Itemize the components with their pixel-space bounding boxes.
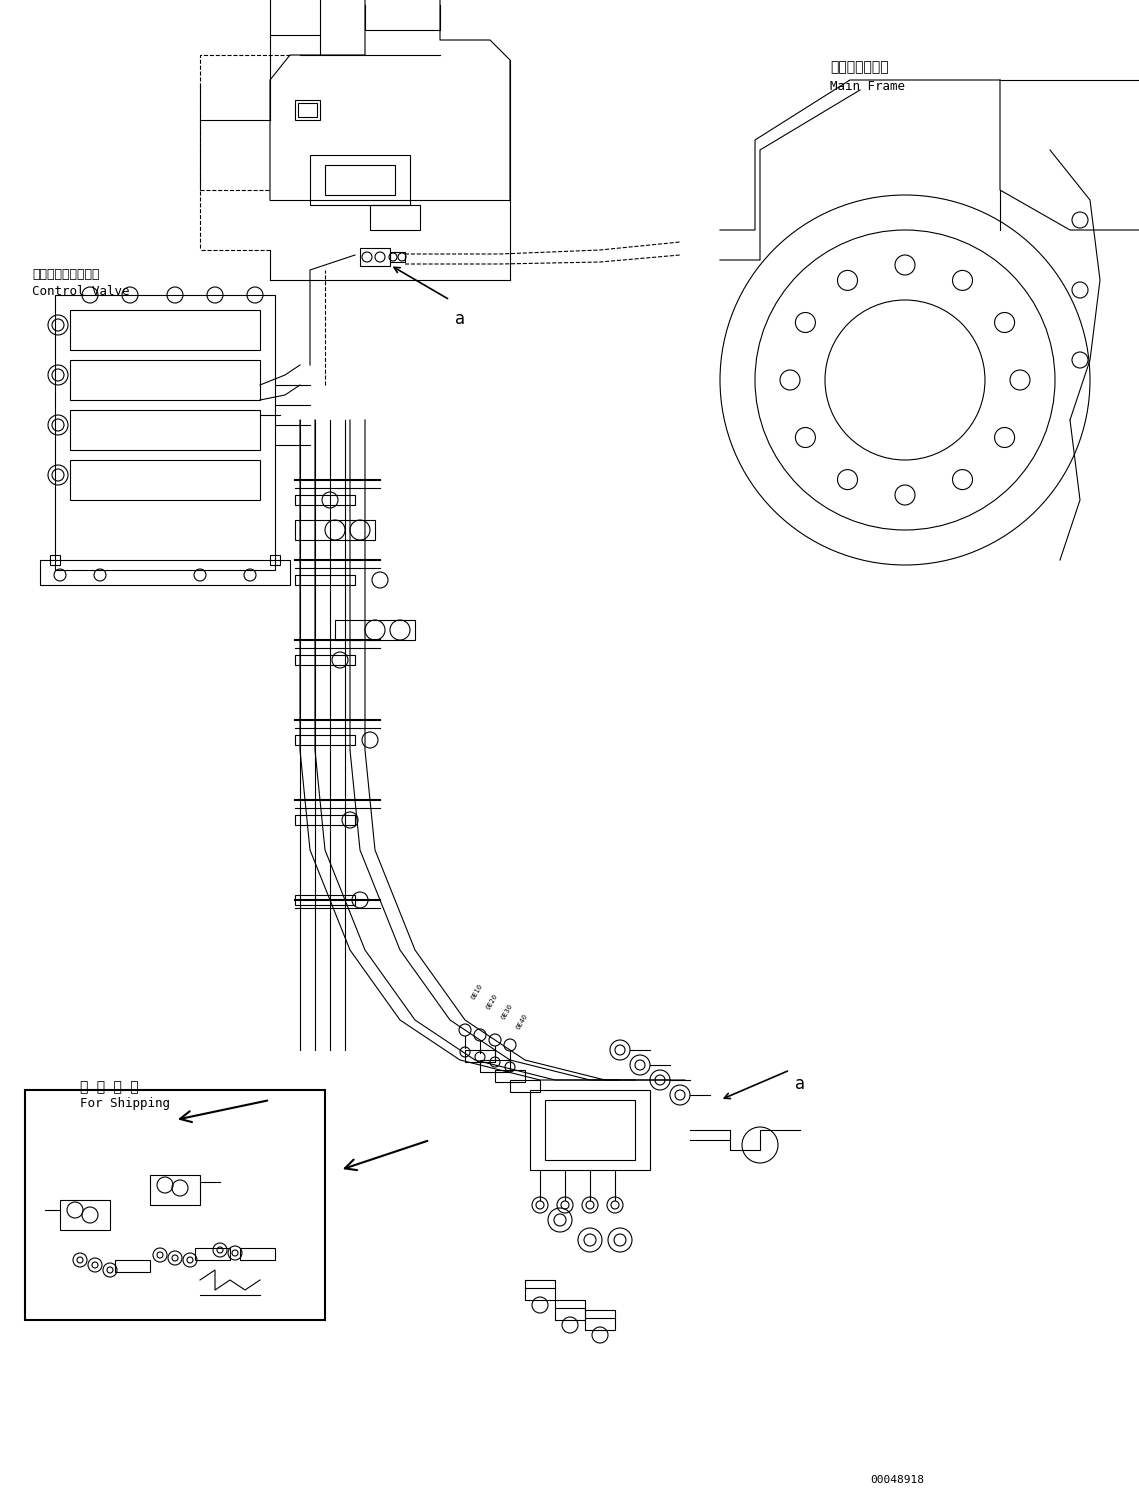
Bar	[370, 204, 420, 230]
Bar	[55, 295, 274, 570]
Text: 0E30: 0E30	[500, 1002, 514, 1020]
Bar	[495, 1071, 525, 1082]
Text: 0E10: 0E10	[470, 983, 484, 1000]
Text: メインフレーム: メインフレーム	[830, 60, 888, 75]
Bar	[240, 1248, 274, 1260]
Bar	[544, 1100, 636, 1160]
Bar	[298, 103, 317, 116]
Bar	[69, 461, 260, 499]
Text: 運 搞 部 品: 運 搞 部 品	[80, 1079, 139, 1094]
Bar	[295, 655, 355, 665]
Text: Control Valve: Control Valve	[32, 285, 130, 298]
Text: コントロールバルブ: コントロールバルブ	[32, 268, 99, 280]
Text: 0E40: 0E40	[515, 1012, 528, 1030]
Bar	[69, 359, 260, 400]
Bar	[69, 410, 260, 450]
Bar	[270, 555, 280, 565]
Bar	[295, 816, 355, 825]
Bar	[195, 1248, 230, 1260]
Text: Main Frame: Main Frame	[830, 81, 906, 92]
Text: For Shipping: For Shipping	[80, 1097, 170, 1109]
Bar	[295, 735, 355, 746]
Bar	[465, 1050, 495, 1062]
Bar	[115, 1260, 150, 1272]
Bar	[69, 310, 260, 350]
Bar	[360, 248, 390, 265]
Text: 00048918: 00048918	[870, 1475, 924, 1485]
Bar	[40, 561, 290, 584]
Bar	[530, 1090, 650, 1170]
Bar	[310, 155, 410, 204]
Bar	[480, 1060, 510, 1072]
Bar	[60, 1200, 110, 1230]
Bar	[295, 520, 375, 540]
Bar	[295, 495, 355, 505]
Bar	[295, 100, 320, 119]
Bar	[25, 1090, 325, 1320]
Bar	[295, 895, 355, 905]
Text: a: a	[454, 310, 465, 328]
Bar	[325, 166, 395, 195]
Text: 0E20: 0E20	[485, 993, 499, 1009]
Bar	[50, 555, 60, 565]
Bar	[390, 252, 405, 262]
Text: a: a	[795, 1075, 805, 1093]
Bar	[510, 1079, 540, 1091]
Bar	[150, 1175, 200, 1205]
Bar	[335, 620, 415, 640]
Bar	[295, 576, 355, 584]
